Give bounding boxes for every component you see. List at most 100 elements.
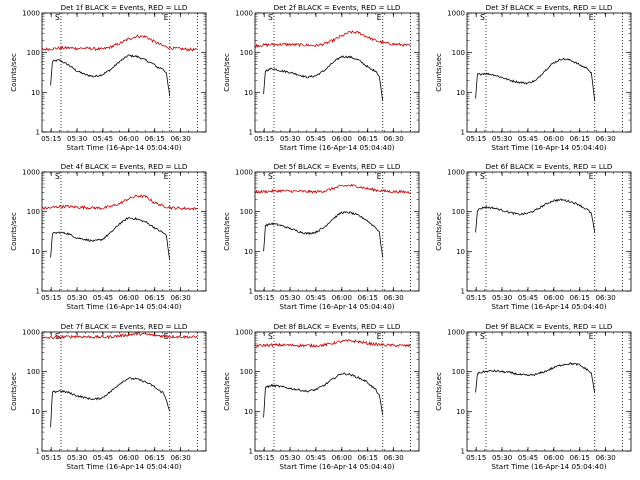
- x-tick-label: 05:45: [306, 454, 326, 462]
- y-tick-label: 1: [36, 448, 40, 456]
- x-tick-label: 05:30: [67, 294, 87, 302]
- x-tick-label: 06:15: [145, 135, 165, 143]
- y-tick-label: 100: [240, 208, 253, 216]
- x-tick-label: 05:15: [254, 135, 274, 143]
- chart-panel-9: Det 9f BLACK = Events, RED = LLD 1 10 100 10…: [435, 322, 632, 471]
- x-tick-label: 06:00: [332, 294, 352, 302]
- x-tick-label: 05:45: [518, 454, 538, 462]
- y-tick-label: 10: [456, 89, 465, 97]
- y-axis-label: Counts/sec: [10, 53, 18, 92]
- chart-title: Det 8f BLACK = Events, RED = LLD: [274, 322, 401, 331]
- chart-panel-8: Det 8f BLACK = Events, RED = LLD 1 10 100 10…: [223, 322, 420, 471]
- x-tick-label: 06:15: [570, 294, 590, 302]
- y-axis-label: Counts/sec: [435, 372, 443, 411]
- x-tick-label: 06:15: [570, 454, 590, 462]
- chart-panel-5: Det 5f BLACK = Events, RED = LLD 1 10 100 10…: [223, 162, 420, 311]
- chart-panel-3: Det 3f BLACK = Events, RED = LLD 1 10 100 10…: [435, 3, 632, 152]
- y-tick-label: 1000: [22, 169, 40, 177]
- x-tick-label: 06:30: [384, 454, 404, 462]
- y-tick-label: 10: [31, 248, 40, 256]
- x-tick-label: 05:45: [93, 135, 113, 143]
- x-tick-label: 06:00: [544, 294, 564, 302]
- x-tick-label: 05:45: [518, 294, 538, 302]
- lld-series-line: [41, 332, 198, 340]
- time-marker-label: E: [377, 172, 382, 181]
- time-marker-label: S: [480, 332, 485, 341]
- lld-series-line: [255, 183, 411, 195]
- y-tick-label: 1000: [22, 329, 40, 337]
- chart-panel-4: Det 4f BLACK = Events, RED = LLD 1 10 100 10…: [10, 162, 207, 311]
- x-tick-label: 06:00: [332, 135, 352, 143]
- time-marker-label: S: [55, 13, 60, 22]
- x-axis-label: Start Time (16-Apr-14 05:04:40): [66, 462, 181, 471]
- x-tick-label: 06:15: [358, 454, 378, 462]
- x-tick-label: 06:00: [119, 294, 139, 302]
- x-tick-label: 05:15: [466, 135, 486, 143]
- chart-title: Det 3f BLACK = Events, RED = LLD: [486, 3, 613, 12]
- chart-title: Det 2f BLACK = Events, RED = LLD: [274, 3, 401, 12]
- x-tick-label: 05:15: [254, 294, 274, 302]
- y-tick-label: 1000: [447, 169, 465, 177]
- y-tick-label: 1: [461, 448, 465, 456]
- y-tick-label: 10: [244, 89, 253, 97]
- y-axis-label: Counts/sec: [223, 372, 231, 411]
- y-tick-label: 10: [31, 89, 40, 97]
- y-tick-label: 1: [249, 129, 253, 137]
- events-series-line: [263, 372, 384, 418]
- y-axis-label: Counts/sec: [10, 212, 18, 251]
- x-tick-label: 06:30: [171, 294, 191, 302]
- chart-title: Det 1f BLACK = Events, RED = LLD: [61, 3, 188, 12]
- y-tick-label: 100: [27, 368, 40, 376]
- y-tick-label: 1: [249, 448, 253, 456]
- plot-frame: [254, 171, 420, 292]
- time-marker-label: E: [589, 172, 594, 181]
- y-tick-label: 10: [31, 408, 40, 416]
- y-tick-label: 100: [27, 208, 40, 216]
- y-tick-label: 1: [36, 288, 40, 296]
- plot-frame: [41, 171, 207, 292]
- x-tick-label: 05:45: [93, 454, 113, 462]
- time-marker-label: E: [377, 332, 382, 341]
- y-tick-label: 1000: [235, 329, 253, 337]
- events-series-line: [263, 55, 384, 102]
- y-tick-label: 1: [249, 288, 253, 296]
- x-axis-label: Start Time (16-Apr-14 05:04:40): [279, 302, 394, 311]
- x-tick-label: 05:45: [306, 294, 326, 302]
- x-tick-label: 06:30: [596, 294, 616, 302]
- x-tick-label: 05:15: [466, 294, 486, 302]
- x-tick-label: 06:00: [544, 454, 564, 462]
- x-tick-label: 05:30: [280, 454, 300, 462]
- y-tick-label: 10: [456, 248, 465, 256]
- x-tick-label: 05:15: [41, 454, 61, 462]
- y-axis-label: Counts/sec: [435, 53, 443, 92]
- plot-frame: [41, 331, 207, 452]
- time-marker-label: S: [268, 13, 273, 22]
- time-marker-label: E: [377, 13, 382, 22]
- y-tick-label: 10: [244, 248, 253, 256]
- x-axis-label: Start Time (16-Apr-14 05:04:40): [66, 302, 181, 311]
- x-tick-label: 06:30: [596, 135, 616, 143]
- x-tick-label: 05:30: [492, 454, 512, 462]
- time-marker-label: E: [589, 332, 594, 341]
- lld-series-line: [254, 30, 411, 49]
- chart-title: Det 7f BLACK = Events, RED = LLD: [61, 322, 188, 331]
- x-tick-label: 06:15: [145, 454, 165, 462]
- x-tick-label: 05:15: [41, 294, 61, 302]
- plot-frame: [254, 12, 420, 133]
- chart-title: Det 4f BLACK = Events, RED = LLD: [61, 162, 188, 171]
- events-series-line: [50, 217, 171, 261]
- chart-panel-7: Det 7f BLACK = Events, RED = LLD 1 10 100 10…: [10, 322, 207, 471]
- time-marker-label: S: [268, 332, 273, 341]
- x-tick-label: 06:15: [145, 294, 165, 302]
- y-tick-label: 100: [452, 49, 465, 57]
- y-tick-label: 1000: [447, 329, 465, 337]
- plot-frame: [41, 12, 207, 133]
- events-series-line: [263, 211, 384, 258]
- y-tick-label: 1000: [235, 169, 253, 177]
- y-tick-label: 100: [452, 208, 465, 216]
- y-axis-label: Counts/sec: [10, 372, 18, 411]
- x-tick-label: 05:30: [67, 135, 87, 143]
- x-tick-label: 06:00: [544, 135, 564, 143]
- events-series-line: [50, 377, 171, 428]
- time-marker-label: E: [164, 172, 169, 181]
